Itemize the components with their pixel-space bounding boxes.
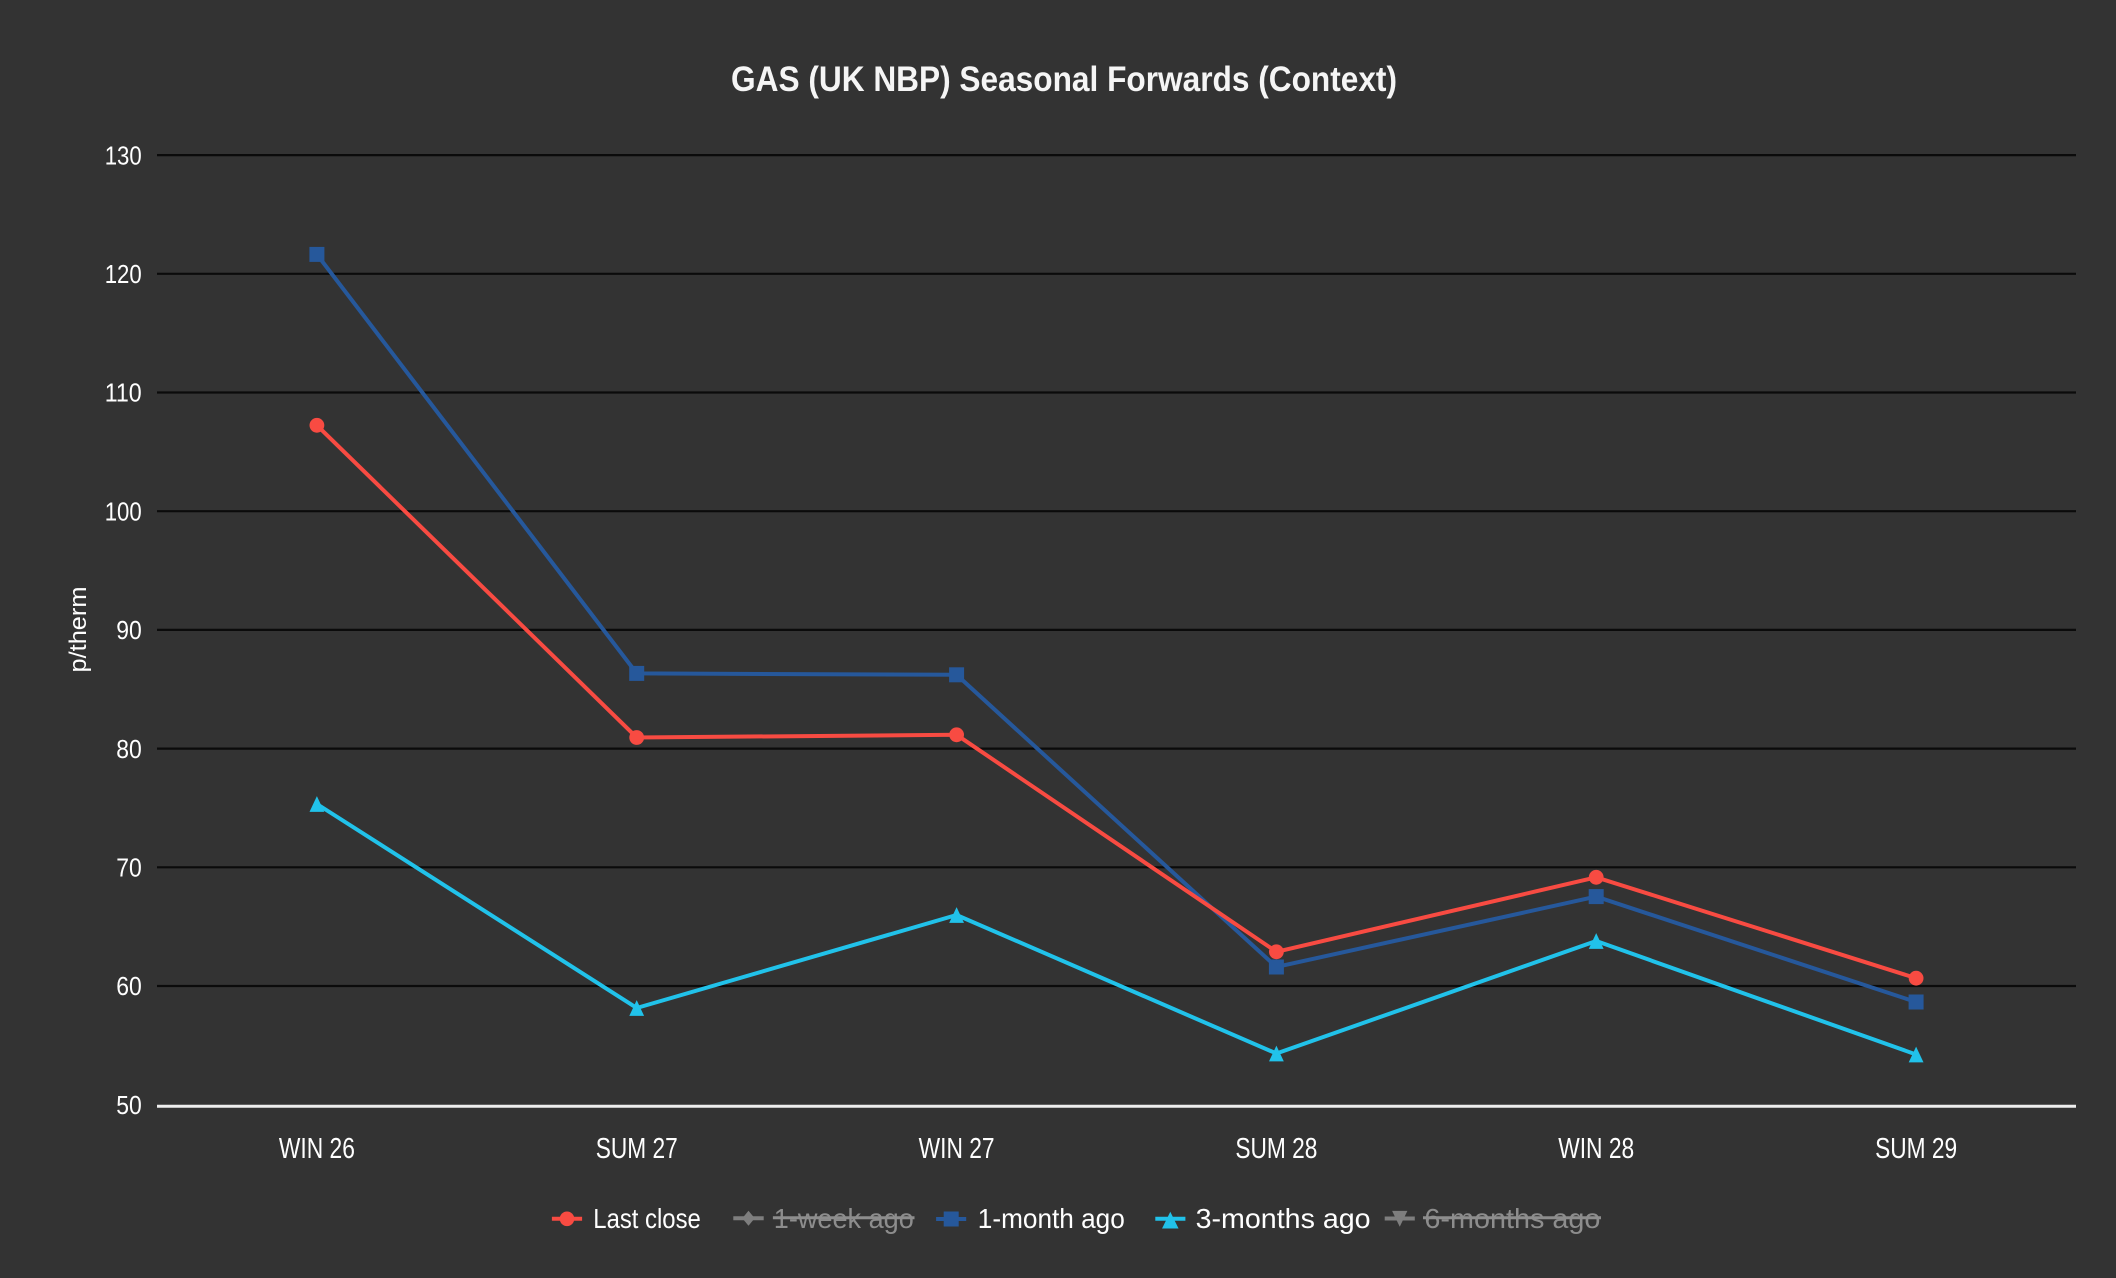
svg-text:SUM 29: SUM 29: [1875, 1133, 1957, 1165]
svg-text:Last close: Last close: [593, 1203, 701, 1234]
svg-text:50: 50: [116, 1090, 142, 1120]
svg-text:80: 80: [116, 734, 142, 764]
svg-text:WIN 27: WIN 27: [919, 1133, 995, 1165]
svg-text:130: 130: [105, 140, 142, 170]
svg-text:90: 90: [116, 615, 142, 645]
svg-text:SUM 28: SUM 28: [1235, 1133, 1317, 1165]
svg-text:110: 110: [105, 378, 142, 408]
svg-text:120: 120: [105, 259, 142, 289]
svg-text:WIN 26: WIN 26: [279, 1133, 355, 1165]
svg-text:GAS (UK NBP) Seasonal Forwards: GAS (UK NBP) Seasonal Forwards (Context): [731, 60, 1397, 99]
svg-text:SUM 27: SUM 27: [596, 1133, 678, 1165]
svg-text:1-month ago: 1-month ago: [978, 1203, 1125, 1234]
svg-text:70: 70: [116, 853, 142, 883]
svg-text:WIN 28: WIN 28: [1558, 1133, 1634, 1165]
svg-text:p/therm: p/therm: [65, 587, 92, 673]
svg-text:100: 100: [105, 496, 142, 526]
svg-text:3-months ago: 3-months ago: [1196, 1203, 1371, 1234]
svg-text:60: 60: [116, 971, 142, 1001]
